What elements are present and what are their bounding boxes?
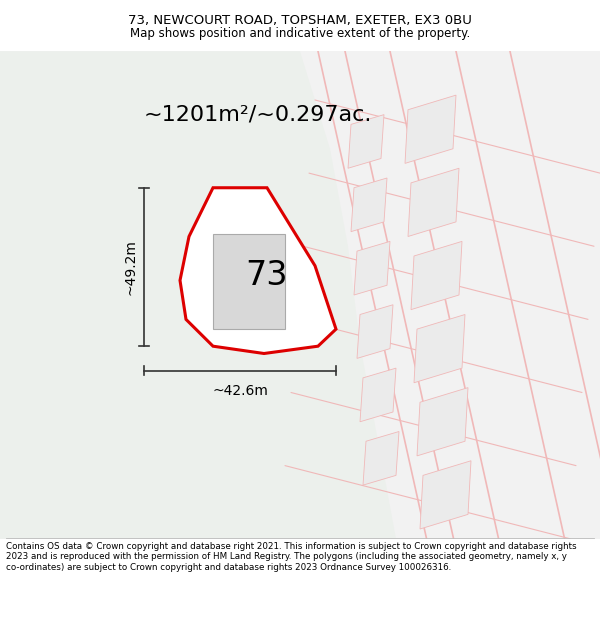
Polygon shape <box>405 95 456 163</box>
Bar <box>213 234 285 329</box>
Text: ~1201m²/~0.297ac.: ~1201m²/~0.297ac. <box>144 104 372 124</box>
Polygon shape <box>408 168 459 236</box>
Polygon shape <box>0 51 396 539</box>
Polygon shape <box>351 178 387 232</box>
Polygon shape <box>363 431 399 485</box>
Polygon shape <box>417 388 468 456</box>
Text: ~42.6m: ~42.6m <box>212 384 268 398</box>
Polygon shape <box>348 114 384 168</box>
Text: ~49.2m: ~49.2m <box>124 239 138 295</box>
Text: Map shows position and indicative extent of the property.: Map shows position and indicative extent… <box>130 28 470 41</box>
Polygon shape <box>414 314 465 382</box>
Text: 73: 73 <box>246 259 288 292</box>
Polygon shape <box>411 241 462 309</box>
Text: 73, NEWCOURT ROAD, TOPSHAM, EXETER, EX3 0BU: 73, NEWCOURT ROAD, TOPSHAM, EXETER, EX3 … <box>128 14 472 27</box>
Polygon shape <box>357 305 393 358</box>
Polygon shape <box>360 368 396 422</box>
Polygon shape <box>354 241 390 295</box>
Text: Contains OS data © Crown copyright and database right 2021. This information is : Contains OS data © Crown copyright and d… <box>6 542 577 572</box>
Polygon shape <box>180 188 336 354</box>
Polygon shape <box>420 461 471 529</box>
